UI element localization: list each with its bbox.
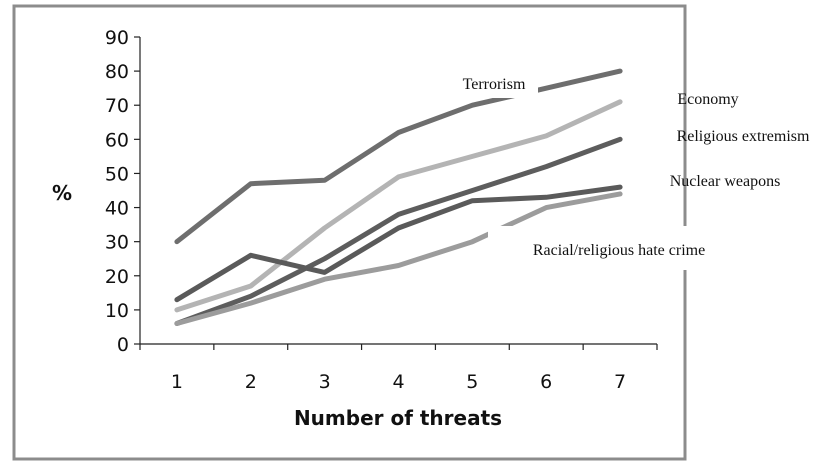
y-tick-label: 70	[105, 95, 129, 117]
y-tick-label: 30	[105, 232, 129, 254]
y-tick-label: 90	[105, 27, 129, 49]
x-axis: 1 2 3 4 5 6 7	[139, 344, 658, 393]
y-tick-label: 50	[105, 163, 129, 185]
series-label-background	[448, 70, 538, 98]
y-tick-label: 20	[105, 266, 129, 288]
series-line-terrorism	[174, 68, 623, 245]
y-tick-label: 80	[105, 61, 129, 83]
series-line-racial-religious-hate-crime	[174, 191, 623, 326]
y-axis-title: %	[52, 181, 72, 205]
y-tick-label: 40	[105, 198, 129, 220]
series-line-economy	[174, 99, 623, 313]
series-labels: Terrorism Economy Religious extremism Nucle…	[448, 70, 810, 270]
y-tick-label: 0	[117, 334, 129, 356]
series-label-terrorism: Terrorism	[463, 76, 526, 93]
series-label-economy: Economy	[677, 91, 738, 108]
series-label-nuclear-weapons: Nuclear weapons	[670, 173, 781, 190]
x-tick-label: 5	[466, 371, 478, 393]
series-label-background	[488, 226, 750, 270]
x-axis-title: Number of threats	[294, 406, 502, 430]
series-line-nuclear-weapons	[174, 184, 623, 303]
x-tick-label: 2	[245, 371, 257, 393]
x-tick-label: 3	[319, 371, 331, 393]
x-tick-label: 1	[171, 371, 183, 393]
series-label-religious-extremism: Religious extremism	[677, 128, 810, 145]
x-tick-label: 6	[540, 371, 552, 393]
series-line-religious-extremism	[174, 136, 623, 326]
x-tick-label: 7	[614, 371, 626, 393]
y-axis: 0 10 20 30 40 50 60 70 80 90	[105, 27, 140, 356]
y-tick-label: 10	[105, 300, 129, 322]
y-tick-label: 60	[105, 129, 129, 151]
x-tick-label: 4	[392, 371, 404, 393]
series-label-racial-religious-hate-crime: Racial/religious hate crime	[533, 242, 705, 259]
series-lines	[174, 68, 623, 326]
